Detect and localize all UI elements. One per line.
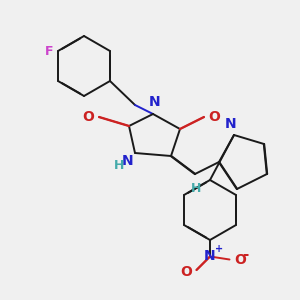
Text: H: H: [114, 159, 124, 172]
Text: N: N: [204, 250, 216, 263]
Text: O: O: [82, 110, 94, 124]
Text: N: N: [225, 116, 237, 130]
Text: H: H: [191, 182, 202, 194]
Text: N: N: [149, 95, 160, 110]
Text: N: N: [122, 154, 134, 169]
Text: O: O: [234, 253, 246, 266]
Text: -: -: [242, 248, 248, 262]
Text: +: +: [215, 244, 223, 254]
Text: O: O: [180, 265, 192, 278]
Text: F: F: [45, 44, 53, 58]
Text: O: O: [208, 110, 220, 124]
